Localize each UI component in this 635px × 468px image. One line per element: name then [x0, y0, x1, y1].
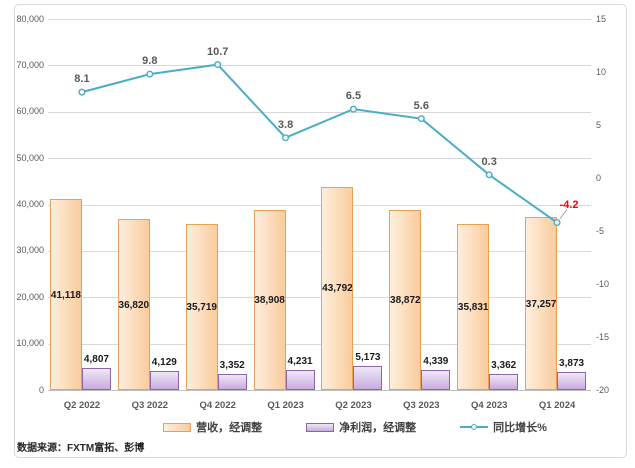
x-axis-label: Q1 2023: [267, 400, 304, 411]
revenue-bar: [253, 209, 286, 390]
legend-item-revenue: 营收，经调整: [163, 419, 262, 435]
profit-value-label: 3,352: [219, 360, 245, 372]
legend-label-revenue: 营收，经调整: [196, 422, 263, 434]
legend-item-profit: 净利润，经调整: [306, 419, 416, 435]
y-axis-tick-left: 50,000: [16, 152, 44, 163]
gridline: [48, 343, 591, 345]
growth-point-label: 10.7: [206, 45, 229, 58]
y-axis-tick-right: 15: [596, 13, 607, 24]
revenue-bar: [117, 219, 150, 390]
profit-bar: [421, 369, 451, 390]
x-axis-label: Q3 2023: [403, 400, 440, 411]
revenue-swatch-icon: [163, 422, 192, 432]
gridline: [48, 19, 591, 20]
growth-point-label: 0.3: [481, 155, 497, 168]
profit-bar: [285, 370, 315, 390]
profit-swatch-icon: [306, 422, 335, 432]
growth-line-marker-icon: [460, 423, 489, 430]
y-axis-tick-left: 10,000: [16, 338, 44, 349]
growth-point-label: 8.1: [74, 73, 90, 86]
profit-value-label: 4,807: [83, 353, 109, 365]
source-note: 数据来源：FXTM富拓、彭博: [17, 443, 145, 454]
legend-label-growth: 同比增长%: [493, 422, 547, 434]
growth-point-label: 6.5: [345, 90, 362, 103]
profit-value-label: 4,129: [151, 356, 177, 368]
y-axis-tick-left: 0: [38, 384, 44, 395]
y-axis-tick-left: 80,000: [16, 13, 44, 24]
gridline: [48, 250, 591, 252]
y-axis-tick-right: -15: [596, 331, 610, 342]
x-axis-label: Q3 2022: [131, 400, 169, 411]
gridline: [48, 297, 591, 299]
profit-value-label: 5,173: [355, 352, 381, 363]
legend-item-growth: 同比增长%: [460, 419, 547, 435]
legend-label-profit: 净利润，经调整: [339, 422, 417, 434]
y-axis-tick-right: 10: [596, 66, 607, 77]
profit-bar: [149, 370, 179, 390]
revenue-bar: [457, 223, 490, 390]
y-axis-tick-right: -5: [596, 225, 605, 236]
growth-point-label: 5.6: [413, 99, 429, 112]
revenue-bar: [389, 209, 422, 390]
legend: 营收，经调整 净利润，经调整 同比增长%: [75, 419, 635, 435]
x-axis-label: Q1 2024: [538, 400, 576, 411]
profit-bar: [353, 366, 383, 390]
x-axis-label: Q2 2022: [63, 400, 101, 411]
revenue-value-label: 38,908: [254, 294, 285, 306]
profit-value-label: 3,873: [559, 358, 585, 370]
revenue-value-label: 36,820: [118, 299, 150, 311]
growth-point-label: -4.2: [559, 198, 579, 211]
revenue-value-label: 38,872: [390, 294, 421, 306]
profit-bar: [489, 374, 519, 390]
profit-bar: [81, 367, 111, 390]
revenue-bar: [185, 224, 218, 390]
x-axis-line: [48, 390, 591, 391]
y-axis-tick-left: 20,000: [16, 291, 44, 302]
x-axis-label: Q4 2022: [199, 400, 236, 411]
profit-bar: [557, 372, 587, 390]
y-axis-tick-right: 5: [596, 119, 602, 130]
revenue-bar: [525, 217, 558, 390]
growth-point-label: 9.8: [142, 55, 158, 68]
growth-point-label: 3.8: [277, 118, 294, 131]
x-axis-label: Q4 2023: [470, 400, 508, 411]
revenue-value-label: 43,792: [322, 283, 353, 295]
revenue-value-label: 37,257: [525, 298, 557, 310]
y-axis-tick-left: 30,000: [16, 245, 44, 256]
gridline: [48, 158, 591, 160]
y-axis-tick-right: 0: [596, 172, 602, 183]
profit-value-label: 4,339: [423, 355, 449, 367]
revenue-value-label: 41,118: [50, 289, 81, 301]
y-axis-tick-left: 40,000: [16, 199, 44, 209]
profit-bar: [217, 374, 247, 390]
profit-value-label: 4,231: [287, 356, 313, 368]
gridline: [48, 204, 591, 206]
profit-value-label: 3,362: [491, 360, 517, 372]
x-axis-label: Q2 2023: [335, 400, 372, 411]
y-axis-tick-right: -20: [596, 384, 610, 395]
revenue-value-label: 35,831: [457, 301, 489, 313]
gridline: [48, 111, 591, 113]
revenue-bar: [49, 199, 82, 390]
y-axis-tick-left: 60,000: [16, 106, 44, 117]
y-axis-tick-right: -10: [596, 278, 610, 289]
y-axis-tick-left: 70,000: [16, 59, 44, 70]
revenue-value-label: 35,719: [186, 302, 217, 314]
